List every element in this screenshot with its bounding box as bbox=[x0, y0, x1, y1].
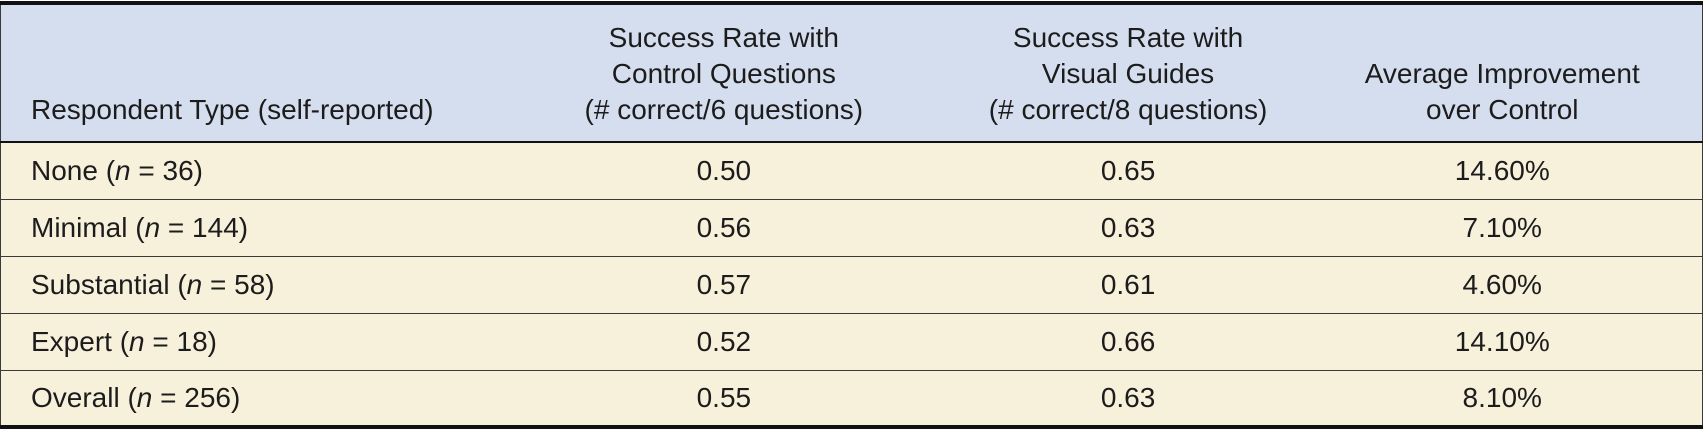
improvement-cell: 14.10% bbox=[1302, 313, 1703, 371]
control-success-cell: 0.56 bbox=[494, 199, 954, 257]
n-variable: n bbox=[129, 325, 145, 357]
row-label-count: = 36) bbox=[130, 154, 204, 186]
col-header-visual-line-1: Success Rate with bbox=[1012, 22, 1244, 53]
respondent-type-cell: Minimal (n = 144) bbox=[0, 199, 495, 257]
improvement-cell: 7.10% bbox=[1302, 199, 1703, 257]
visual-success-cell: 0.63 bbox=[953, 199, 1303, 257]
control-success-cell: 0.57 bbox=[494, 256, 954, 314]
visual-success-cell: 0.66 bbox=[953, 313, 1303, 371]
respondent-type-cell: None (n = 36) bbox=[0, 142, 495, 200]
col-header-control-success-rate: Success Rate with Control Questions (# c… bbox=[494, 3, 954, 143]
col-header-improvement-line-2: over Control bbox=[1426, 94, 1579, 125]
col-header-visual-line-2: Visual Guides bbox=[1041, 58, 1215, 89]
control-success-cell: 0.55 bbox=[494, 370, 954, 427]
respondent-type-cell: Overall (n = 256) bbox=[0, 370, 495, 427]
table-row-expert: Expert (n = 18) 0.52 0.66 14.10% bbox=[0, 313, 1703, 371]
row-label-count: = 18) bbox=[144, 325, 217, 357]
col-header-visual-guides-success-rate: Success Rate with Visual Guides (# corre… bbox=[953, 3, 1303, 143]
improvement-cell: 14.60% bbox=[1302, 142, 1703, 200]
visual-success-cell: 0.65 bbox=[953, 142, 1303, 200]
row-label-text: Expert ( bbox=[31, 325, 130, 357]
col-header-control-line-2: Control Questions bbox=[611, 58, 836, 89]
row-label-text: None ( bbox=[31, 154, 116, 186]
respondent-type-cell: Substantial (n = 58) bbox=[0, 256, 495, 314]
improvement-cell: 8.10% bbox=[1302, 370, 1703, 427]
table-row-none: None (n = 36) 0.50 0.65 14.60% bbox=[0, 142, 1703, 200]
control-success-cell: 0.50 bbox=[494, 142, 954, 200]
n-variable: n bbox=[115, 154, 131, 186]
row-label-count: = 256) bbox=[152, 381, 241, 413]
n-variable: n bbox=[144, 211, 161, 243]
row-label-text: Minimal ( bbox=[31, 211, 145, 243]
col-header-average-improvement: Average Improvement over Control bbox=[1302, 3, 1703, 143]
control-success-cell: 0.52 bbox=[494, 313, 954, 371]
table-header-row: Respondent Type (self-reported) Success … bbox=[0, 3, 1703, 143]
col-header-control-line-3: (# correct/6 questions) bbox=[584, 94, 864, 125]
col-header-visual-line-3: (# correct/8 questions) bbox=[988, 94, 1268, 125]
table-row-overall: Overall (n = 256) 0.55 0.63 8.10% bbox=[0, 370, 1703, 427]
col-header-respondent-type: Respondent Type (self-reported) bbox=[0, 3, 495, 143]
row-label-count: = 58) bbox=[202, 268, 275, 300]
col-header-control-line-1: Success Rate with bbox=[608, 22, 839, 53]
n-variable: n bbox=[186, 268, 203, 300]
row-label-count: = 144) bbox=[160, 211, 249, 243]
table-row-substantial: Substantial (n = 58) 0.57 0.61 4.60% bbox=[0, 256, 1703, 314]
visual-success-cell: 0.61 bbox=[953, 256, 1303, 314]
col-header-respondent-type-line: Respondent Type (self-reported) bbox=[31, 94, 434, 125]
visual-success-cell: 0.63 bbox=[953, 370, 1303, 427]
col-header-improvement-line-1: Average Improvement bbox=[1364, 58, 1640, 89]
row-label-text: Substantial ( bbox=[31, 268, 187, 300]
n-variable: n bbox=[136, 381, 153, 413]
improvement-cell: 4.60% bbox=[1302, 256, 1703, 314]
respondent-type-cell: Expert (n = 18) bbox=[0, 313, 495, 371]
row-label-text: Overall ( bbox=[31, 381, 137, 413]
table-row-minimal: Minimal (n = 144) 0.56 0.63 7.10% bbox=[0, 199, 1703, 257]
